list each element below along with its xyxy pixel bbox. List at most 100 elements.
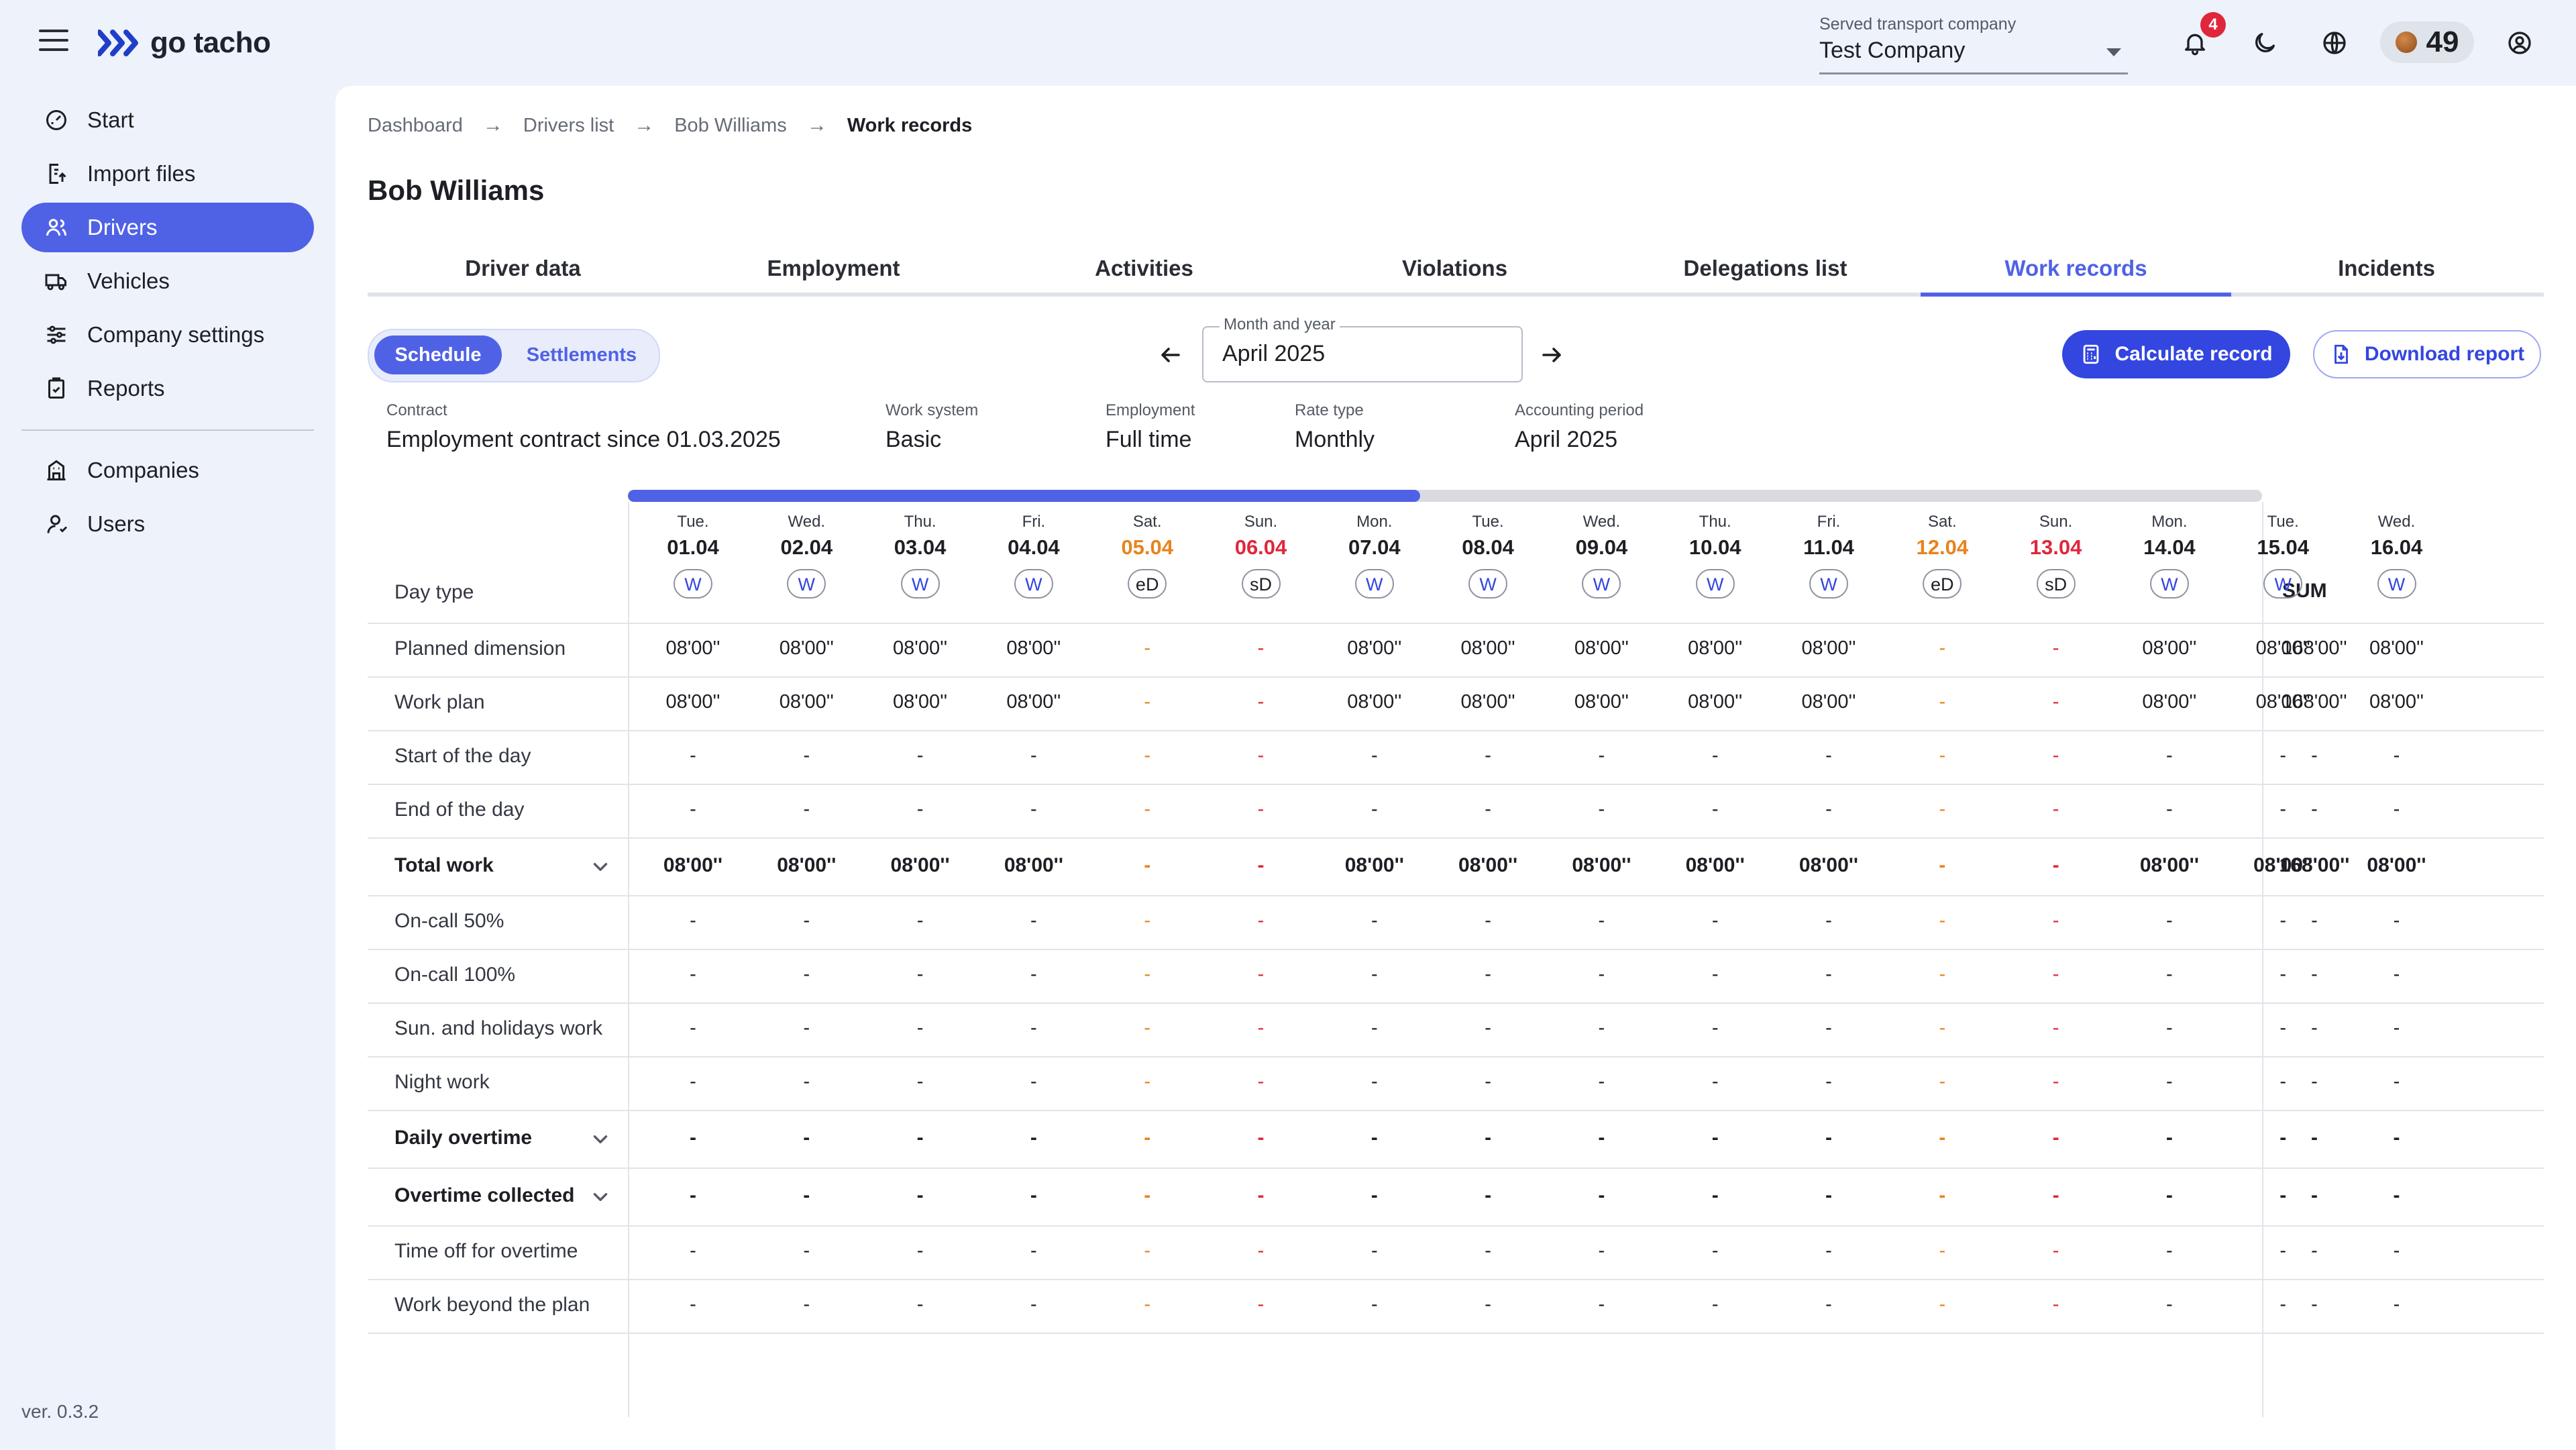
chevron-down-icon[interactable] <box>589 1128 612 1151</box>
previous-month-button[interactable] <box>1152 337 1189 373</box>
table-cell: - <box>1825 798 1832 820</box>
tab-work-records[interactable]: Work records <box>1921 250 2231 297</box>
tab-driver-data[interactable]: Driver data <box>465 256 581 280</box>
day-type-chip[interactable]: W <box>787 569 826 599</box>
chevron-down-icon[interactable] <box>589 1186 612 1208</box>
info-value: Employment contract since 01.03.2025 <box>386 427 781 452</box>
table-cell: - <box>1144 691 1151 713</box>
table-cell: - <box>1825 1184 1832 1206</box>
table-cell: - <box>1030 1127 1037 1149</box>
notifications-button[interactable]: 4 <box>2175 12 2226 63</box>
schedule-toggle[interactable]: Schedule <box>374 335 502 374</box>
day-type-chip[interactable]: W <box>674 569 712 599</box>
day-type-chip[interactable]: W <box>2149 569 2189 599</box>
table-cell: - <box>2052 1017 2059 1039</box>
tab-violations[interactable]: Violations <box>1401 256 1508 280</box>
table-cell: - <box>1257 1071 1265 1092</box>
company-select[interactable]: Served transport company Test Company <box>1819 12 2128 74</box>
table-cell: - <box>1144 1294 1151 1315</box>
account-button[interactable] <box>2500 23 2540 63</box>
day-type-chip[interactable]: W <box>2377 569 2416 599</box>
day-name: Sat. <box>1132 513 1162 531</box>
month-year-field[interactable]: Month and year April 2025 <box>1202 315 1523 382</box>
day-column-header: Wed. 09.04 W <box>1544 513 1658 599</box>
sidebar-item-company-settings[interactable]: Company settings <box>21 310 314 360</box>
day-type-chip[interactable]: W <box>900 569 940 599</box>
language-button[interactable] <box>2314 23 2355 63</box>
chevron-down-icon[interactable] <box>589 856 612 878</box>
sidebar-item-start[interactable]: Start <box>21 95 314 145</box>
day-date: 08.04 <box>1462 535 1514 559</box>
table-row: End of the day - - - - - - - - - - - - - - - - - <box>368 784 2544 839</box>
logo[interactable]: go tacho <box>98 24 271 62</box>
day-type-chip[interactable]: W <box>1582 569 1621 599</box>
day-type-chip[interactable]: sD <box>1241 569 1281 599</box>
table-cell: 08'00'' <box>893 637 948 659</box>
day-type-chip[interactable]: W <box>1809 569 1848 599</box>
table-cell: 08'00'' <box>665 637 720 659</box>
day-type-chip[interactable]: W <box>2263 569 2303 599</box>
table-cell: - <box>1485 1127 1492 1149</box>
table-cell: - <box>1939 691 1946 713</box>
day-type-chip[interactable]: W <box>1014 569 1053 599</box>
dark-mode-button[interactable] <box>2245 23 2285 63</box>
table-cell: - <box>1030 1294 1037 1315</box>
table-cell: 08'00'' <box>665 691 720 713</box>
table-cell: - <box>1371 1184 1378 1206</box>
sidebar-item-users[interactable]: Users <box>21 499 314 549</box>
table-cell: - <box>1144 1127 1151 1149</box>
day-type-chip[interactable]: W <box>1695 569 1735 599</box>
breadcrumb-dashboard[interactable]: Dashboard <box>368 114 463 136</box>
table-cell: - <box>803 1071 810 1092</box>
info-value: Monthly <box>1295 427 1375 452</box>
bell-icon <box>2185 34 2205 56</box>
day-type-chip[interactable]: sD <box>2036 569 2076 599</box>
tab-incidents[interactable]: Incidents <box>2338 256 2435 280</box>
sidebar-item-vehicles[interactable]: Vehicles <box>21 256 314 306</box>
tab-employment[interactable]: Employment <box>767 256 900 280</box>
day-column-header: Tue. 08.04 W <box>1431 513 1545 599</box>
day-type-chip[interactable]: eD <box>1923 569 1962 599</box>
table-cell: - <box>690 1017 696 1039</box>
table-cell: - <box>2279 1184 2287 1206</box>
breadcrumb-drivers-list[interactable]: Drivers list <box>523 114 614 136</box>
day-name: Wed. <box>2377 513 2416 531</box>
day-type-chip[interactable]: W <box>1468 569 1508 599</box>
calculate-record-button[interactable]: Calculate record <box>2062 330 2290 378</box>
table-cell: - <box>2052 854 2059 876</box>
table-cell: - <box>1030 1017 1037 1039</box>
table-cell: - <box>803 745 810 766</box>
table-cell: - <box>1939 1071 1946 1092</box>
table-scroll-progress[interactable] <box>628 490 2262 502</box>
day-date: 04.04 <box>1008 535 1060 559</box>
info-contract: Contract Employment contract since 01.03… <box>386 401 781 453</box>
menu-icon[interactable] <box>39 30 68 56</box>
table-cell: - <box>1144 637 1151 659</box>
table-cell: 08'00'' <box>2369 637 2424 659</box>
tab-activities[interactable]: Activities <box>1095 256 1193 280</box>
tab-delegations-list[interactable]: Delegations list <box>1683 256 1847 280</box>
credits-balance[interactable]: 49 <box>2380 21 2474 63</box>
globe-icon <box>2323 32 2346 54</box>
table-cell: - <box>803 964 810 985</box>
logo-chevrons-icon <box>98 30 138 56</box>
table-cell: - <box>1257 691 1265 713</box>
sidebar-item-import-files[interactable]: Import files <box>21 149 314 199</box>
table-cell: - <box>2166 745 2173 766</box>
day-type-chip[interactable]: eD <box>1128 569 1167 599</box>
sidebar-item-drivers[interactable]: Drivers <box>21 203 314 252</box>
table-cell: - <box>1257 964 1265 985</box>
day-date: 11.04 <box>1803 535 1854 559</box>
info-label: Contract <box>386 401 447 419</box>
sum-cell: - <box>2311 1294 2318 1315</box>
sidebar-item-reports[interactable]: Reports <box>21 364 314 413</box>
info-employment: Employment Full time <box>1106 401 1195 453</box>
settlements-toggle[interactable]: Settlements <box>526 344 637 366</box>
download-report-button[interactable]: Download report <box>2313 330 2541 378</box>
sidebar-item-companies[interactable]: Companies <box>21 446 314 495</box>
breadcrumb-driver[interactable]: Bob Williams <box>674 114 787 136</box>
table-cell: - <box>1371 1071 1378 1092</box>
table-cell: - <box>916 964 924 985</box>
next-month-button[interactable] <box>1534 337 1570 373</box>
day-type-chip[interactable]: W <box>1354 569 1394 599</box>
